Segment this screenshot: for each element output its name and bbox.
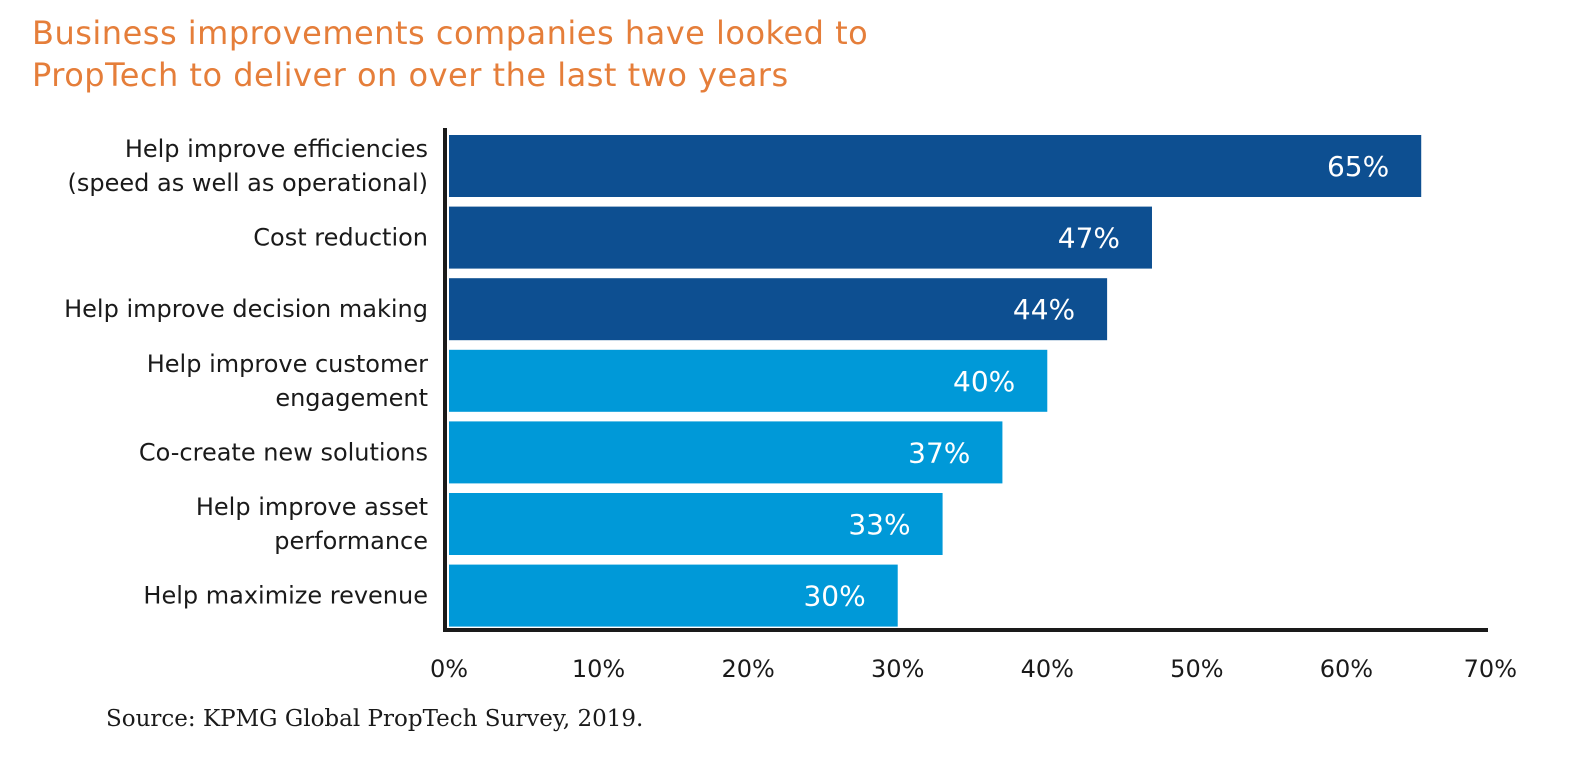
bar-value-label: 44% [1013,293,1075,326]
bar-value-label: 33% [848,508,910,541]
category-label: Cost reduction [253,224,428,252]
category-label: Help maximize revenue [143,582,428,610]
x-tick-label: 10% [572,655,625,683]
x-tick-label: 60% [1320,655,1373,683]
source-note: Source: KPMG Global PropTech Survey, 201… [106,706,644,732]
category-label: Help improve decision making [64,295,428,323]
category-label: Help improve asset [196,493,428,521]
bar [449,421,1003,484]
bar [449,564,898,627]
bar-chart: 65% Help improve efficiencies (speed as we… [64,128,1517,683]
bar-value-label: 47% [1058,222,1120,255]
chart-title-line-1: Business improvements companies have loo… [32,14,869,52]
bar-value-label: 65% [1327,150,1389,183]
x-tick-label: 70% [1464,655,1517,683]
x-tick-label: 50% [1170,655,1223,683]
bar-value-label: 30% [803,580,865,613]
bar [449,135,1422,197]
bar [449,349,1048,412]
x-tick-label: 20% [721,655,774,683]
bar-value-label: 37% [908,436,970,469]
category-label: Help improve customer [147,350,428,378]
category-label: engagement [275,384,428,412]
bar-value-label: 40% [953,365,1015,398]
category-label: performance [274,527,428,555]
x-tick-label: 30% [871,655,924,683]
x-tick-label: 40% [1021,655,1074,683]
chart-title: Business improvements companies have loo… [32,12,868,96]
bar [449,206,1152,269]
x-tick-label: 0% [430,655,468,683]
category-label: Help improve efficiencies [125,135,428,163]
bar [449,278,1108,341]
category-label: Co-create new solutions [139,438,428,466]
bar [449,493,943,555]
category-label: (speed as well as operational) [67,169,428,197]
chart-title-line-2: PropTech to deliver on over the last two… [32,56,789,94]
